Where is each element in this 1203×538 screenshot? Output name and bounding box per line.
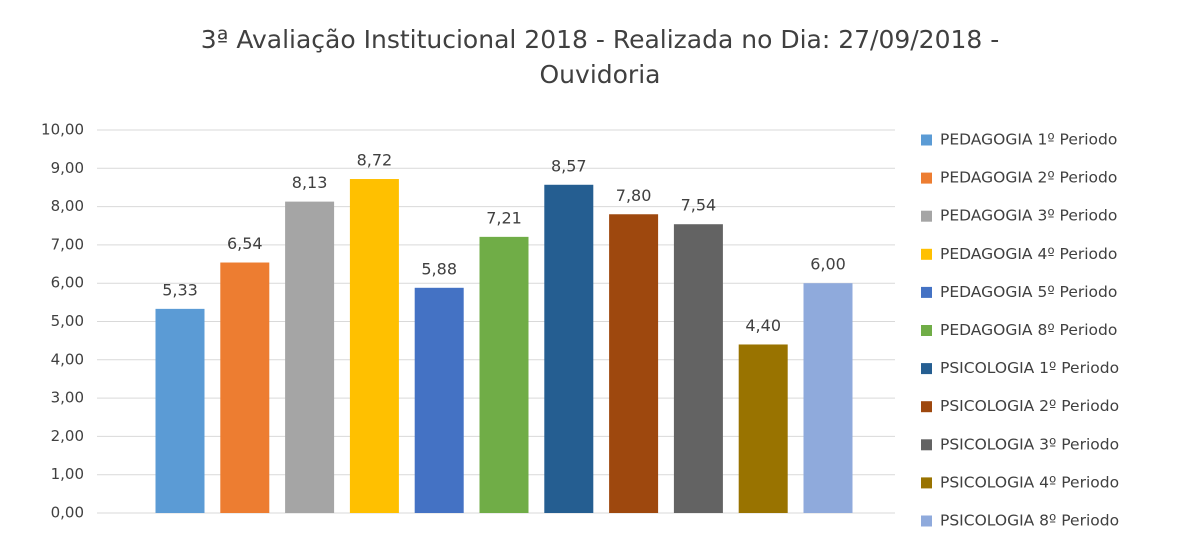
- legend-label: PSICOLOGIA 4º Periodo: [940, 473, 1119, 491]
- y-tick-label: 8,00: [51, 197, 84, 215]
- legend-swatch: [921, 134, 932, 146]
- data-label: 6,00: [810, 255, 846, 274]
- data-label: 7,54: [681, 196, 717, 215]
- data-label: 4,40: [745, 316, 781, 335]
- y-tick-label: 2,00: [51, 427, 84, 445]
- data-label: 5,33: [162, 280, 198, 299]
- chart-title: 3ª Avaliação Institucional 2018 - Realiz…: [200, 25, 1000, 89]
- legend-swatch: [921, 515, 932, 527]
- data-label: 8,13: [292, 173, 328, 192]
- bar: [285, 201, 335, 513]
- bar: [544, 184, 594, 514]
- legend-swatch: [921, 439, 932, 451]
- legend-label: PEDAGOGIA 3º Periodo: [940, 207, 1117, 225]
- data-label: 8,57: [551, 156, 587, 175]
- bar: [479, 236, 529, 513]
- bar: [609, 214, 659, 513]
- legend-swatch: [921, 325, 932, 336]
- y-tick-label: 3,00: [51, 389, 84, 407]
- y-tick-label: 9,00: [51, 159, 84, 177]
- legend-label: PSICOLOGIA 2º Periodo: [940, 397, 1119, 415]
- legend-swatch: [921, 363, 932, 375]
- y-tick-label: 0,00: [51, 504, 84, 522]
- data-label: 7,80: [616, 186, 652, 205]
- legend-label: PEDAGOGIA 2º Periodo: [940, 169, 1117, 187]
- legend-swatch: [921, 210, 932, 222]
- legend-label: PSICOLOGIA 8º Periodo: [940, 512, 1119, 530]
- data-label: 5,88: [421, 259, 457, 278]
- bar: [349, 179, 399, 514]
- legend-label: PSICOLOGIA 3º Periodo: [940, 435, 1119, 453]
- legend-swatch: [921, 172, 932, 184]
- legend-label: PEDAGOGIA 5º Periodo: [940, 283, 1117, 301]
- bar: [155, 308, 205, 513]
- legend-label: PEDAGOGIA 8º Periodo: [940, 321, 1117, 339]
- bar: [414, 287, 464, 513]
- data-label: 6,54: [227, 234, 263, 253]
- legend-label: PEDAGOGIA 1º Periodo: [940, 131, 1117, 149]
- legend-swatch: [921, 477, 932, 489]
- legend-label: PSICOLOGIA 1º Periodo: [940, 359, 1119, 377]
- y-tick-label: 7,00: [51, 235, 84, 253]
- legend-swatch: [921, 248, 932, 260]
- y-tick-label: 5,00: [51, 312, 84, 330]
- legend-label: PEDAGOGIA 4º Periodo: [940, 245, 1117, 263]
- bar: [738, 344, 788, 513]
- legend-swatch: [921, 286, 932, 298]
- y-tick-label: 6,00: [51, 274, 84, 292]
- bar: [220, 262, 270, 513]
- legend-swatch: [921, 401, 932, 413]
- data-label: 8,72: [357, 151, 393, 170]
- y-tick-label: 4,00: [51, 350, 84, 368]
- bar: [803, 283, 853, 513]
- data-label: 7,21: [486, 208, 522, 227]
- bar: [673, 224, 723, 513]
- y-tick-label: 10,00: [41, 121, 84, 139]
- y-tick-label: 1,00: [51, 465, 84, 483]
